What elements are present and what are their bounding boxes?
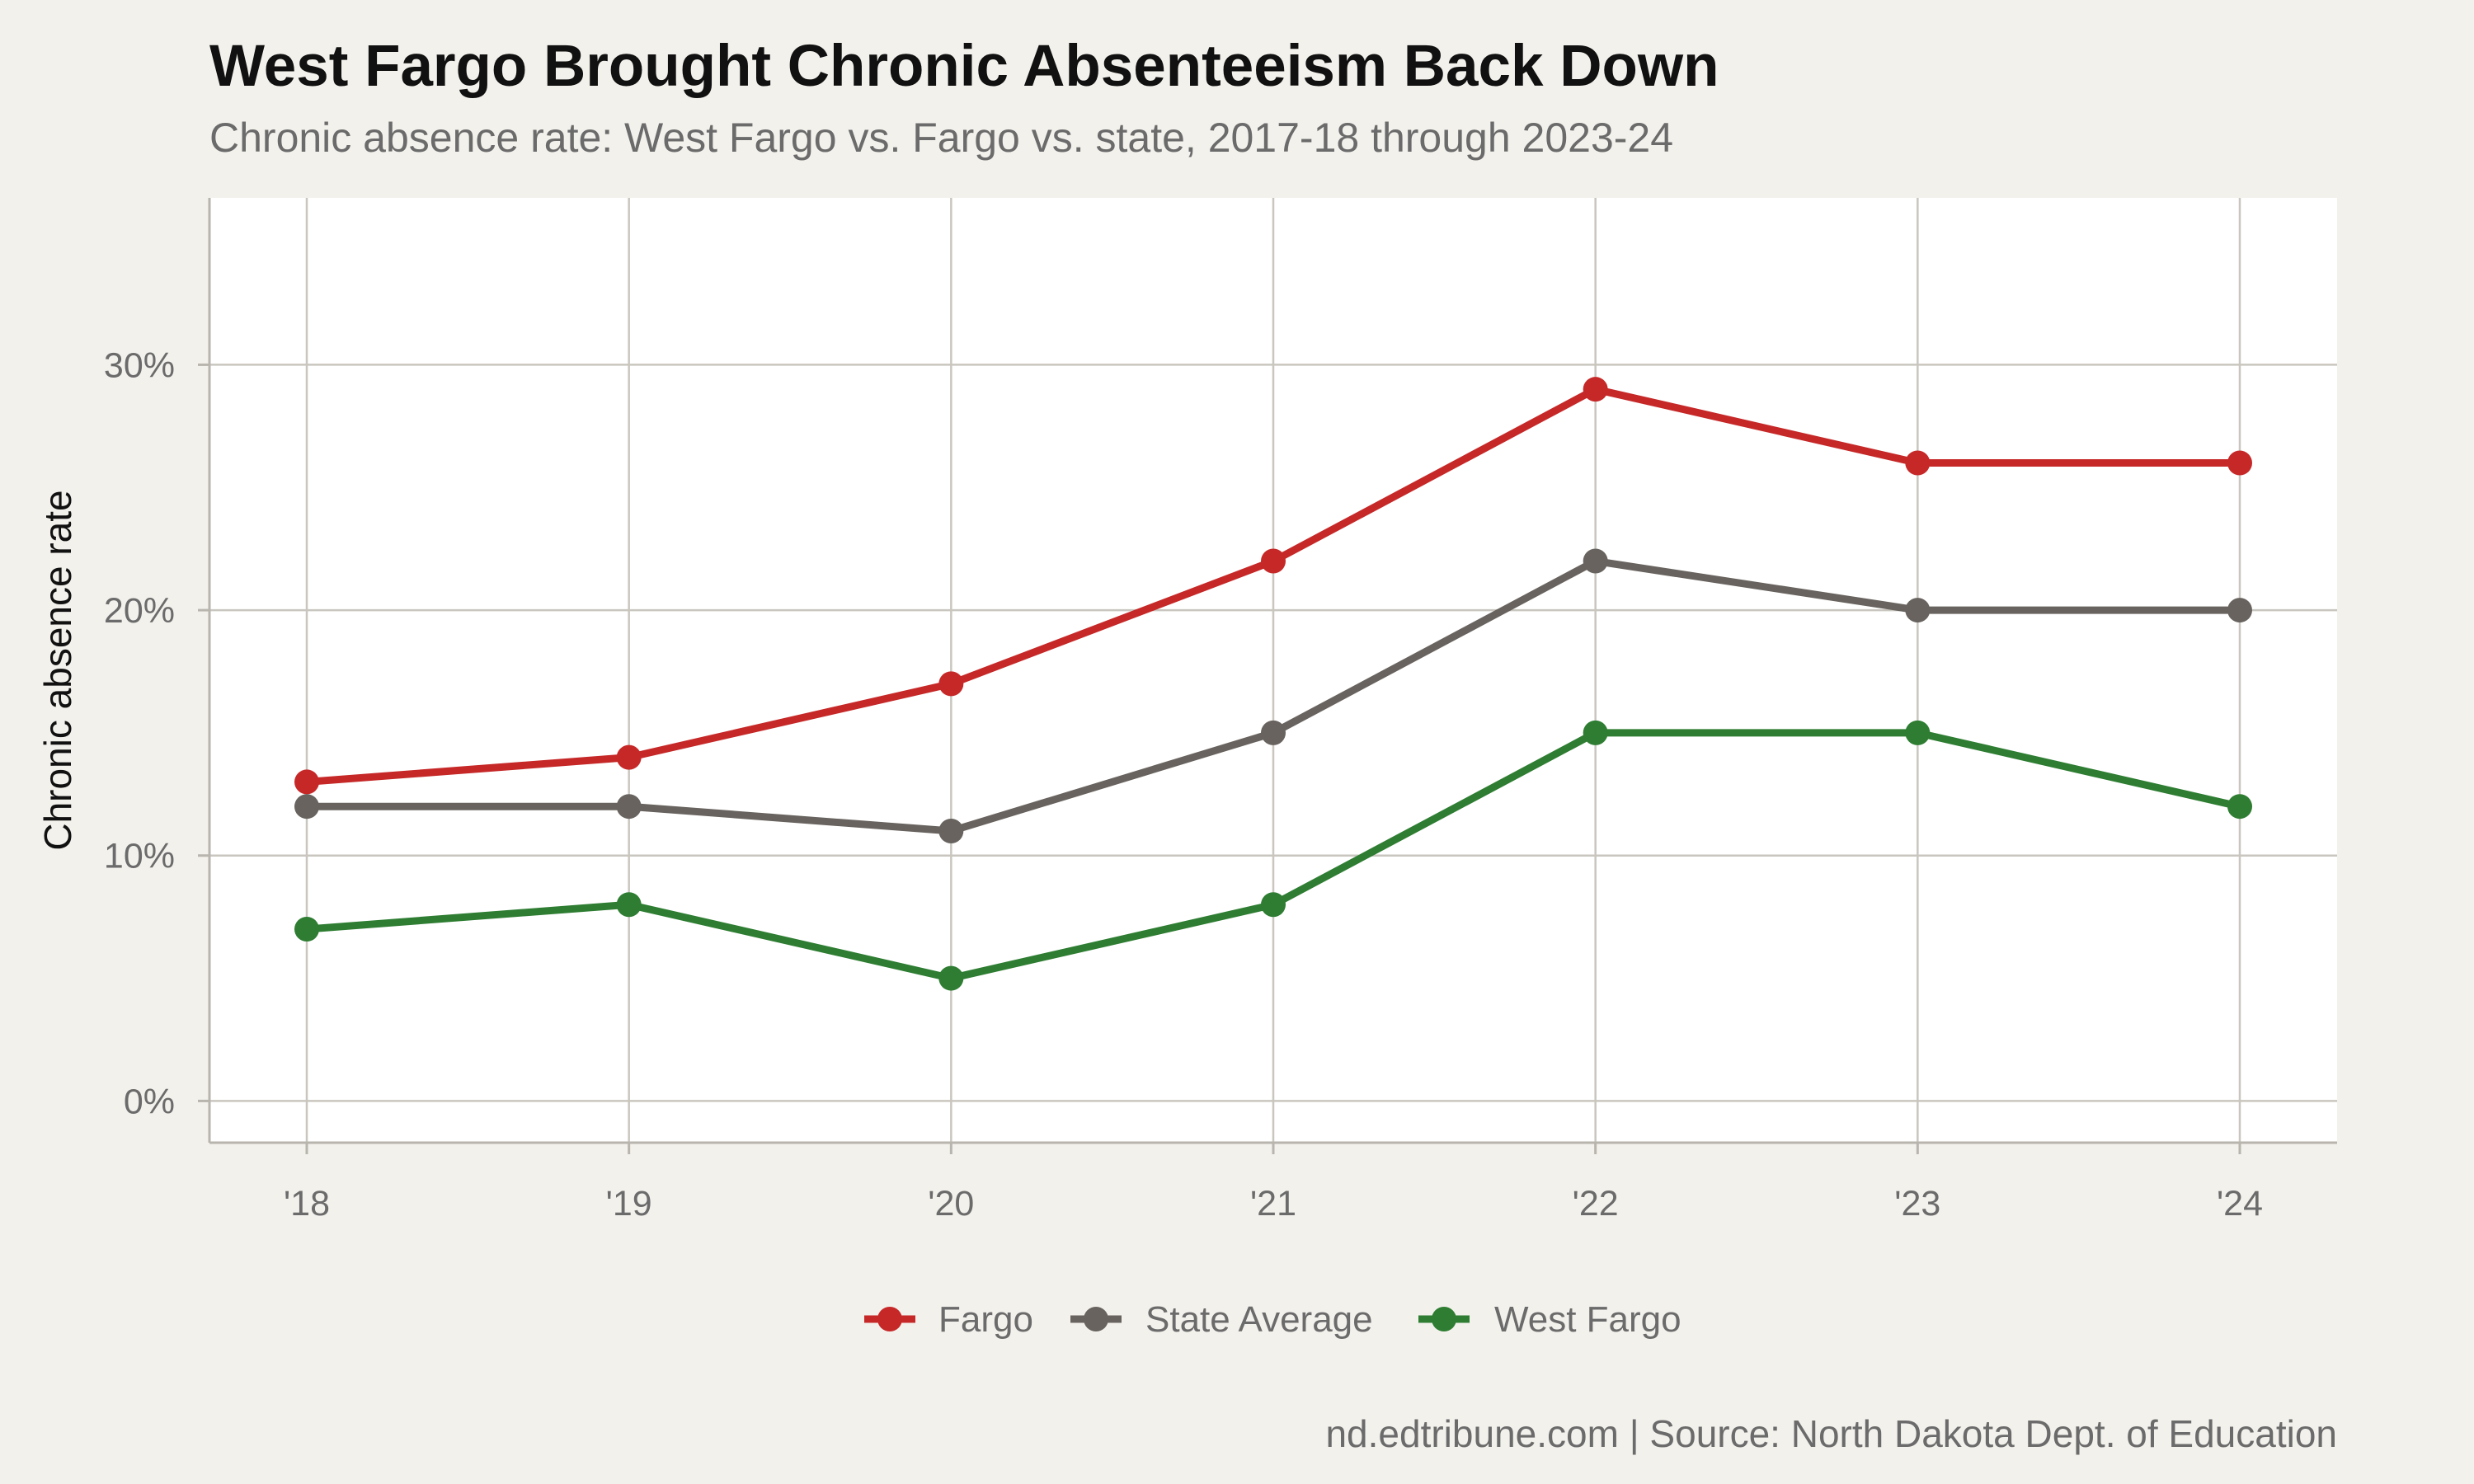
data-point	[294, 769, 319, 795]
x-tick-label: '20	[928, 1184, 974, 1223]
x-tick-label: '23	[1894, 1184, 1940, 1223]
data-point	[938, 965, 964, 991]
y-tick-label: 0%	[124, 1082, 175, 1121]
legend-key-point	[1432, 1307, 1456, 1331]
chart-title: West Fargo Brought Chronic Absenteeism B…	[209, 34, 1719, 99]
legend-item-west-fargo: West Fargo	[1418, 1299, 1681, 1340]
data-point	[2227, 794, 2252, 819]
y-tick-label: 20%	[104, 591, 175, 631]
y-tick-label: 30%	[104, 345, 175, 385]
data-point	[1261, 892, 1286, 918]
data-point	[294, 917, 319, 942]
series-west-fargo	[294, 720, 2252, 991]
x-tick-label: '24	[2217, 1184, 2263, 1223]
legend-item-fargo: Fargo	[864, 1299, 1033, 1340]
x-tick-label: '22	[1573, 1184, 1619, 1223]
legend-label: Fargo	[938, 1299, 1033, 1340]
x-tick-label: '18	[284, 1184, 330, 1223]
chart-subtitle: Chronic absence rate: West Fargo vs. Far…	[209, 115, 1674, 161]
legend-key-point	[1084, 1307, 1108, 1331]
series-state-average	[294, 548, 2252, 843]
legend-key-point	[877, 1307, 902, 1331]
data-point	[2227, 450, 2252, 476]
series-fargo	[294, 377, 2252, 795]
data-point	[294, 794, 319, 819]
chart-caption: nd.edtribune.com | Source: North Dakota …	[1325, 1412, 2337, 1455]
axes	[198, 198, 2337, 1154]
data-point	[616, 892, 642, 918]
legend-item-state-average: State Average	[1070, 1299, 1373, 1340]
data-point	[1261, 720, 1286, 745]
data-point	[1261, 548, 1286, 574]
data-point	[1905, 450, 1931, 476]
data-point	[1583, 548, 1608, 574]
data-point	[1583, 377, 1608, 402]
grid-lines	[209, 198, 2337, 1143]
tick-labels: 0% 10% 20% 30% '18 '19 '20 '21 '22 '23 '24	[104, 345, 2263, 1223]
x-tick-label: '19	[606, 1184, 652, 1223]
data-point	[2227, 598, 2252, 623]
data-point	[1905, 720, 1931, 745]
series-layer	[294, 377, 2252, 991]
data-point	[1905, 598, 1931, 623]
legend: Fargo State Average West Fargo	[864, 1299, 1681, 1340]
y-axis-title: Chronic absence rate	[36, 490, 79, 850]
data-point	[1583, 720, 1608, 745]
data-point	[616, 744, 642, 770]
data-point	[616, 794, 642, 819]
x-tick-label: '21	[1250, 1184, 1296, 1223]
legend-label: West Fargo	[1494, 1299, 1681, 1340]
data-point	[938, 818, 964, 843]
y-tick-label: 10%	[104, 837, 175, 876]
data-point	[938, 671, 964, 697]
legend-label: State Average	[1145, 1299, 1373, 1340]
